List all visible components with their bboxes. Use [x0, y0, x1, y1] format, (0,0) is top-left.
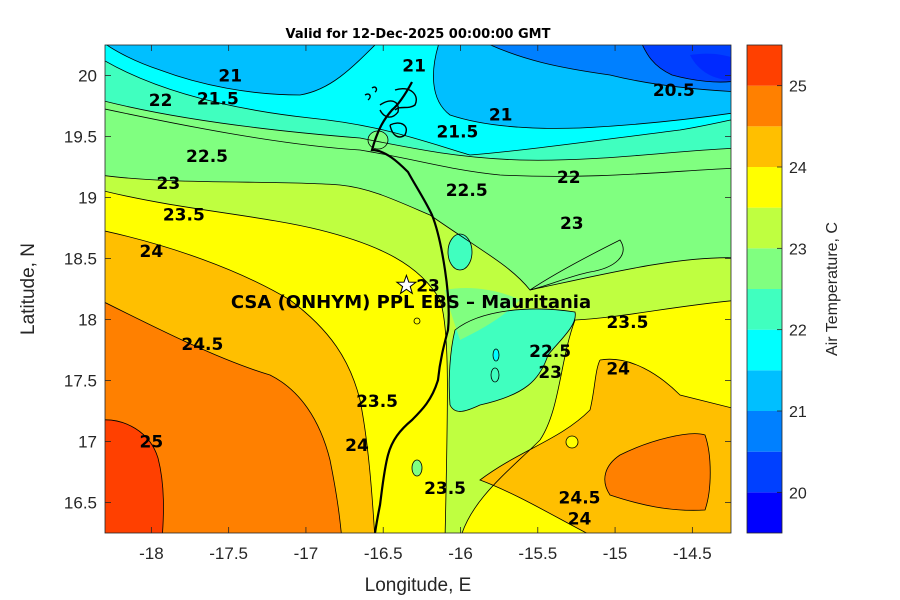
contour-label: 24.5	[181, 335, 223, 355]
y-tick-label: 19	[78, 189, 97, 208]
x-axis-ticks: -18 -17.5 -17 -16.5 -16 -15.5 -15 -14.5	[139, 45, 712, 563]
region-23-tongue	[445, 288, 520, 340]
region-20	[642, 45, 731, 83]
x-tick-label: -17.5	[209, 544, 248, 563]
contour-label: 21	[402, 57, 426, 77]
site-annotation: CSA (ONHYM) PPL EBS – Mauritania	[231, 292, 591, 313]
contour-label: 23	[416, 276, 440, 296]
blob-small-5	[413, 317, 421, 325]
contour-label: 20.5	[653, 81, 695, 101]
blob-small-2	[490, 367, 500, 383]
y-tick-label: 19.5	[64, 128, 97, 147]
x-tick-label: -15.5	[518, 544, 557, 563]
coastline-islands	[364, 86, 417, 138]
y-axis-label: Latitude, N	[18, 243, 39, 335]
contour-label: 24.5	[559, 489, 601, 509]
colorbar-tick-label: 20	[789, 485, 807, 502]
region-19-5	[690, 53, 731, 81]
region-25	[105, 419, 164, 533]
contour-label: 22.5	[529, 342, 571, 362]
colorbar-tick-label: 21	[789, 404, 807, 421]
contour-label: 24	[345, 436, 369, 456]
contour-label: 25	[140, 433, 164, 453]
y-tick-label: 20	[78, 67, 97, 86]
map-plot-area: 2121.52222.52323.52424.5252121.52120.522…	[105, 45, 731, 533]
contour-label: 21.5	[436, 123, 478, 143]
y-axis-ticks: 16.5 17 17.5 18 18.5 19 19.5 20	[64, 67, 731, 513]
colorbar-frame	[746, 44, 783, 534]
x-tick-label: -16	[448, 544, 473, 563]
contour-label: 22	[149, 91, 173, 111]
colorbar-segment	[747, 85, 782, 127]
contour-lines	[105, 45, 731, 533]
y-tick-label: 16.5	[64, 494, 97, 513]
colorbar-segment	[747, 492, 782, 533]
colorbar-segment	[747, 207, 782, 249]
colorbar	[747, 45, 782, 533]
contour-label: 22.5	[186, 147, 228, 167]
contour-label: 22	[557, 168, 581, 188]
region-24-5	[105, 302, 342, 533]
contour-label: 23	[538, 363, 562, 383]
blob-22-small	[447, 233, 473, 271]
plot-frame	[104, 44, 732, 534]
colorbar-tick-label: 23	[789, 241, 807, 258]
contour-label: 24	[606, 359, 630, 379]
x-tick-label: -18	[139, 544, 164, 563]
colorbar-segment	[747, 370, 782, 411]
colorbar-tick-label: 24	[789, 160, 807, 177]
contour-label: 21	[489, 106, 513, 126]
colorbar-segment	[747, 289, 782, 330]
contour-label: 23	[157, 174, 181, 194]
region-east-24-5	[604, 433, 711, 511]
y-tick-label: 18.5	[64, 250, 97, 269]
contour-label: 21	[218, 67, 242, 87]
x-tick-label: -16.5	[364, 544, 403, 563]
y-tick-label: 18	[78, 311, 97, 330]
x-tick-label: -15	[603, 544, 628, 563]
colorbar-segment	[747, 167, 782, 208]
contour-label: 24	[140, 242, 164, 262]
contour-label: 24	[568, 509, 592, 529]
colorbar-segment	[747, 126, 782, 167]
colorbar-tick-label: 22	[789, 323, 807, 340]
site-star-icon	[395, 273, 418, 295]
x-tick-label: -17	[294, 544, 319, 563]
contour-label: 23	[560, 214, 584, 234]
contour-label: 23.5	[356, 392, 398, 412]
coastline	[370, 81, 450, 533]
x-axis-label: Longitude, E	[365, 575, 472, 596]
contour-label: 21.5	[197, 90, 239, 110]
y-tick-label: 17.5	[64, 372, 97, 391]
colorbar-segment	[747, 329, 782, 371]
contour-label-layer: 2121.52222.52323.52424.5252121.52120.522…	[140, 57, 695, 530]
colorbar-label: Air Temperature, C	[824, 222, 841, 356]
x-tick-label: -14.5	[673, 544, 712, 563]
map-title: Valid for 12-Dec-2025 00:00:00 GMT	[286, 27, 551, 42]
blob-small-1	[492, 348, 500, 362]
colorbar-ticks: 20 21 22 23 24 25	[777, 79, 807, 502]
contour-label: 23.5	[606, 313, 648, 333]
contour-label: 23.5	[163, 206, 205, 226]
colorbar-segment	[747, 411, 782, 452]
blob-small-3	[565, 435, 579, 449]
contour-label: 23.5	[424, 479, 466, 499]
colorbar-segment	[747, 248, 782, 289]
contour-label: 22.5	[446, 181, 488, 201]
colorbar-segment	[747, 451, 782, 493]
colorbar-segment	[747, 45, 782, 86]
y-tick-label: 17	[78, 433, 97, 452]
colorbar-tick-label: 25	[789, 79, 807, 96]
blob-small-4	[411, 459, 423, 477]
region-22-central	[449, 309, 576, 412]
